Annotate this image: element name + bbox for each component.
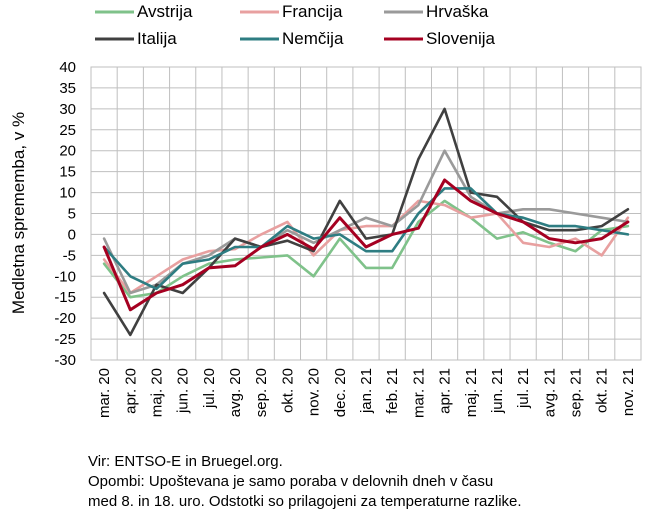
- legend-label: Hrvaška: [426, 2, 489, 21]
- x-tick-label: jun. 21: [489, 368, 506, 414]
- y-tick-label: -25: [54, 331, 76, 348]
- series-line-avstrija: [102, 199, 630, 299]
- x-tick-label: jul. 20: [201, 368, 218, 409]
- y-tick-label: 40: [59, 59, 76, 76]
- y-tick-label: 35: [59, 80, 76, 97]
- x-tick-label: mar. 20: [96, 368, 113, 418]
- x-tick-label: sep. 20: [253, 368, 270, 417]
- y-tick-label: -20: [54, 310, 76, 327]
- x-tick-label: nov. 20: [306, 368, 323, 416]
- x-tick-label: nov. 21: [620, 368, 637, 416]
- y-tick-label: -15: [54, 289, 76, 306]
- note-line-1: Opombi: Upoštevana je samo poraba v delo…: [88, 473, 494, 490]
- y-tick-label: 30: [59, 101, 76, 118]
- y-tick-label: 10: [59, 185, 76, 202]
- x-tick-label: apr. 20: [122, 368, 139, 414]
- x-tick-label: avg. 20: [227, 368, 244, 417]
- x-tick-label: maj. 20: [148, 368, 165, 417]
- y-tick-label: -30: [54, 352, 76, 369]
- x-tick-label: feb. 21: [384, 368, 401, 414]
- plot-frame: [90, 66, 642, 361]
- legend-label: Nemčija: [282, 29, 344, 48]
- y-tick-label: 5: [68, 206, 76, 223]
- y-axis-ticks: -30 -25 -20 -15 -10 -5 0 5 10 15 20 25 30 35 40: [54, 59, 76, 369]
- y-tick-label: 25: [59, 122, 76, 139]
- y-tick-label: -10: [54, 268, 76, 285]
- series-line-nemčija: [102, 187, 630, 291]
- x-tick-label: dec. 20: [332, 368, 349, 417]
- y-tick-label: -5: [63, 247, 76, 264]
- legend: Avstrija Francija Hrvaška Italija Nemčija Slo…: [95, 2, 496, 48]
- series-lines: [102, 107, 630, 337]
- y-tick-label: 0: [68, 226, 76, 243]
- x-tick-label: sep. 21: [568, 368, 585, 417]
- series-line-hrvaška: [102, 149, 630, 295]
- y-tick-label: 15: [59, 164, 76, 181]
- y-axis-title: Medletna sprememba, v %: [9, 112, 28, 314]
- grid: [90, 66, 642, 361]
- x-tick-label: apr. 21: [437, 368, 454, 414]
- legend-label: Francija: [282, 2, 343, 21]
- x-axis-ticks: mar. 20 apr. 20 maj. 20 jun. 20 jul. 20 avg. …: [96, 368, 637, 418]
- series-line-slovenija: [102, 178, 630, 312]
- x-tick-label: jun. 20: [175, 368, 192, 414]
- source-note: Vir: ENTSO-E in Bruegel.org.: [88, 453, 283, 470]
- x-tick-label: okt. 21: [594, 368, 611, 413]
- note-line-2: med 8. in 18. uro. Odstotki so prilagoje…: [88, 493, 522, 510]
- series-line-francija: [102, 199, 630, 295]
- x-tick-label: jul. 21: [515, 368, 532, 409]
- series-line-italija: [102, 107, 630, 337]
- y-tick-label: 20: [59, 143, 76, 160]
- x-tick-label: avg. 21: [541, 368, 558, 417]
- legend-label: Italija: [137, 29, 177, 48]
- x-tick-label: okt. 20: [279, 368, 296, 413]
- x-tick-label: mar. 21: [410, 368, 427, 418]
- legend-label: Slovenija: [426, 29, 496, 48]
- x-tick-label: maj. 21: [463, 368, 480, 417]
- legend-label: Avstrija: [137, 2, 193, 21]
- x-tick-label: jan. 21: [358, 368, 375, 414]
